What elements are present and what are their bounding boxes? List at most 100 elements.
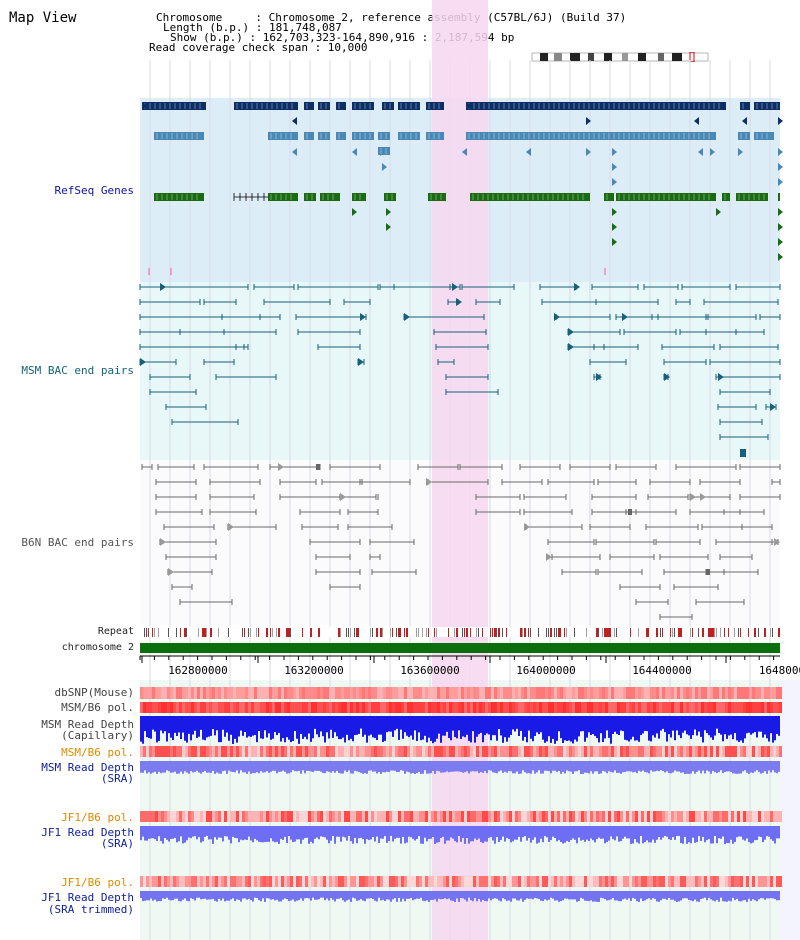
- depth-bar: [568, 716, 570, 741]
- heat-cell: [221, 702, 224, 713]
- heat-cell: [359, 811, 362, 822]
- depth-bar: [398, 891, 400, 898]
- depth-bar: [766, 891, 768, 899]
- depth-bar: [514, 716, 516, 732]
- heat-cell: [344, 702, 347, 713]
- depth-bar: [464, 716, 466, 738]
- gene-strand-arrow: [466, 102, 471, 110]
- heat-cell: [716, 876, 719, 887]
- depth-bar: [232, 826, 234, 837]
- depth-bar: [768, 716, 770, 742]
- repeat-element: [716, 628, 717, 637]
- heat-cell: [620, 811, 623, 822]
- heat-cell: [503, 746, 506, 757]
- heat-cell: [191, 687, 194, 699]
- heat-cell: [698, 746, 701, 757]
- heat-cell: [623, 687, 626, 699]
- depth-bar: [496, 891, 498, 899]
- repeat-element: [616, 628, 617, 637]
- depth-bar: [498, 826, 500, 843]
- depth-bar: [696, 716, 698, 736]
- track-label-b6n-bac[interactable]: B6N BAC end pairs: [21, 536, 134, 549]
- heat-cell: [662, 876, 665, 887]
- depth-bar: [590, 716, 592, 736]
- heat-cell: [506, 811, 509, 822]
- heat-cell: [284, 746, 287, 757]
- depth-bar: [658, 826, 660, 838]
- gene-exon: [352, 132, 374, 140]
- heat-cell: [707, 811, 710, 822]
- depth-bar: [202, 826, 204, 842]
- depth-bar: [420, 826, 422, 844]
- depth-bar: [304, 716, 306, 737]
- ideogram-band: [672, 53, 682, 61]
- depth-bar: [222, 891, 224, 899]
- heat-cell: [593, 687, 596, 699]
- repeat-element: [506, 628, 507, 637]
- heat-cell: [221, 687, 224, 699]
- msm-bac-end-marker: [574, 283, 580, 291]
- heat-cell: [152, 811, 155, 822]
- depth-bar: [412, 891, 414, 901]
- depth-bar: [648, 716, 650, 741]
- depth-bar: [406, 716, 408, 736]
- heat-cell: [779, 876, 782, 887]
- depth-bar: [450, 891, 452, 901]
- ideogram-band: [570, 53, 580, 61]
- depth-bar: [374, 891, 376, 901]
- heat-cell: [686, 746, 689, 757]
- heat-cell: [458, 811, 461, 822]
- heat-cell: [158, 687, 161, 699]
- depth-bar: [386, 716, 388, 733]
- heat-cell: [662, 702, 665, 713]
- depth-bar: [668, 761, 670, 774]
- depth-bar: [604, 761, 606, 772]
- depth-bar: [298, 891, 300, 901]
- depth-bar: [390, 891, 392, 902]
- depth-bar: [444, 716, 446, 736]
- heat-cell: [425, 746, 428, 757]
- depth-bar: [384, 826, 386, 837]
- heat-cell: [356, 876, 359, 887]
- depth-bar: [440, 891, 442, 900]
- depth-bar: [228, 761, 230, 771]
- heat-cell: [176, 687, 179, 699]
- heat-cell: [500, 687, 503, 699]
- heat-cell: [155, 811, 158, 822]
- depth-bar: [588, 891, 590, 902]
- heat-cell: [659, 687, 662, 699]
- heat-cell: [740, 746, 743, 757]
- track-label-refseq[interactable]: RefSeq Genes: [54, 184, 134, 197]
- track-label-msm-bac[interactable]: MSM BAC end pairs: [21, 364, 134, 377]
- depth-bar: [518, 716, 520, 736]
- heat-cell: [779, 687, 782, 699]
- depth-bar: [320, 826, 322, 837]
- heat-cell: [224, 687, 227, 699]
- heat-cell: [467, 746, 470, 757]
- depth-bar: [598, 891, 600, 902]
- depth-bar: [334, 761, 336, 773]
- depth-bar: [250, 891, 252, 901]
- depth-bar: [634, 891, 636, 899]
- heat-cell: [293, 876, 296, 887]
- depth-bar: [778, 716, 780, 736]
- depth-bar: [142, 891, 144, 902]
- heat-cell: [617, 746, 620, 757]
- depth-bar: [516, 826, 518, 840]
- depth-bar: [418, 716, 420, 733]
- depth-bar: [272, 826, 274, 842]
- b6n-bac-track: [141, 463, 781, 620]
- depth-bar: [454, 761, 456, 772]
- depth-bar: [210, 716, 212, 736]
- heat-cell: [206, 876, 209, 887]
- heat-cell: [773, 702, 776, 713]
- heat-cell: [272, 811, 275, 822]
- depth-bar: [444, 761, 446, 773]
- heat-cell: [674, 687, 677, 699]
- gene-strand-arrow: [778, 253, 783, 261]
- depth-bar: [258, 716, 260, 732]
- depth-bar: [502, 761, 504, 773]
- chromosome-ideogram[interactable]: [530, 52, 710, 62]
- heat-cell: [383, 811, 386, 822]
